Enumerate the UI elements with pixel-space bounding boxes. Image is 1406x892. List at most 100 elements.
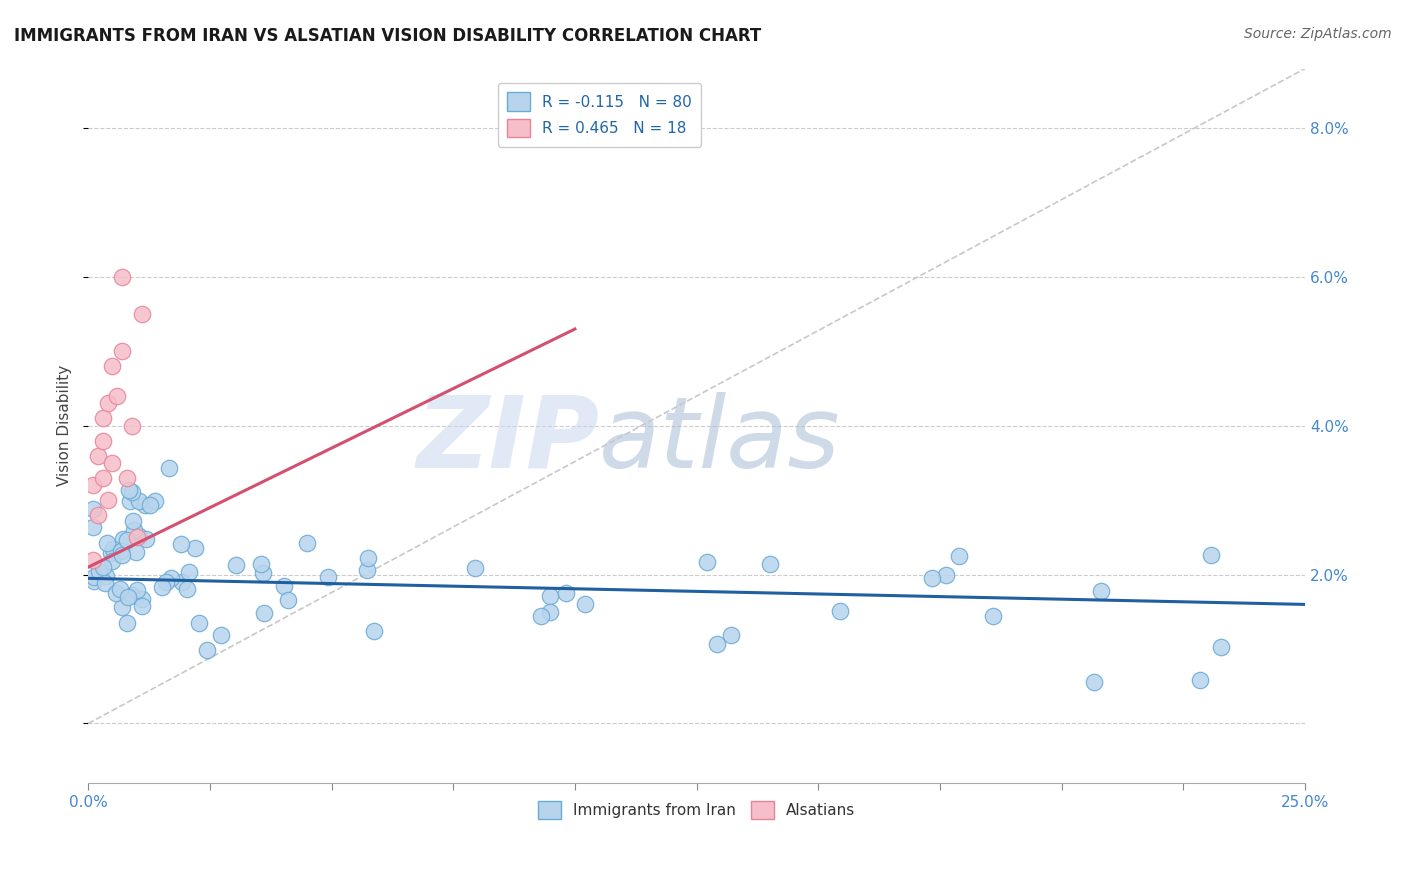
Text: IMMIGRANTS FROM IRAN VS ALSATIAN VISION DISABILITY CORRELATION CHART: IMMIGRANTS FROM IRAN VS ALSATIAN VISION …: [14, 27, 761, 45]
Point: [100, 554, 122, 568]
Point: [111, 548, 134, 562]
Point: [111, 344, 134, 359]
Point: [82, 553, 104, 567]
Point: [127, 582, 149, 597]
Point: [108, 582, 131, 596]
Point: [554, 585, 576, 599]
Point: [122, 514, 145, 528]
Point: [363, 624, 385, 638]
Point: [83, 574, 105, 588]
Point: [981, 608, 1004, 623]
Point: [295, 536, 318, 550]
Point: [209, 628, 232, 642]
Point: [115, 616, 138, 631]
Point: [115, 471, 138, 485]
Point: [828, 604, 851, 618]
Y-axis label: Vision Disability: Vision Disability: [58, 365, 72, 486]
Point: [574, 597, 596, 611]
Point: [117, 591, 139, 605]
Point: [87, 508, 110, 522]
Legend: Immigrants from Iran, Alsatians: Immigrants from Iran, Alsatians: [531, 795, 862, 825]
Point: [120, 494, 142, 508]
Point: [356, 563, 378, 577]
Point: [464, 561, 486, 575]
Point: [94, 569, 117, 583]
Point: [170, 575, 193, 590]
Point: [1189, 673, 1212, 687]
Point: [82, 502, 104, 516]
Point: [124, 545, 146, 559]
Point: [110, 543, 132, 558]
Point: [184, 541, 207, 556]
Point: [1083, 675, 1105, 690]
Point: [273, 579, 295, 593]
Point: [97, 493, 120, 508]
Point: [948, 549, 970, 564]
Point: [250, 557, 273, 571]
Point: [131, 591, 153, 606]
Point: [111, 599, 134, 614]
Point: [720, 628, 742, 642]
Point: [125, 530, 148, 544]
Point: [538, 605, 561, 619]
Point: [121, 418, 143, 433]
Point: [157, 461, 180, 475]
Point: [131, 307, 153, 321]
Point: [118, 483, 141, 498]
Point: [94, 576, 117, 591]
Point: [225, 558, 247, 573]
Point: [277, 593, 299, 607]
Point: [91, 559, 114, 574]
Point: [706, 637, 728, 651]
Point: [105, 389, 128, 403]
Text: atlas: atlas: [599, 392, 841, 489]
Point: [121, 588, 143, 602]
Point: [83, 570, 105, 584]
Point: [100, 546, 122, 560]
Point: [170, 537, 193, 551]
Point: [128, 529, 150, 543]
Point: [91, 434, 114, 448]
Text: ZIP: ZIP: [416, 392, 599, 489]
Point: [160, 571, 183, 585]
Point: [96, 536, 118, 550]
Point: [150, 580, 173, 594]
Point: [921, 571, 943, 585]
Point: [318, 570, 340, 584]
Point: [195, 643, 218, 657]
Point: [696, 555, 718, 569]
Point: [139, 498, 162, 512]
Point: [1209, 640, 1232, 654]
Point: [143, 493, 166, 508]
Point: [104, 586, 127, 600]
Point: [101, 542, 124, 557]
Point: [128, 494, 150, 508]
Point: [935, 567, 957, 582]
Point: [87, 564, 110, 578]
Point: [112, 532, 135, 546]
Point: [176, 582, 198, 596]
Point: [111, 269, 134, 284]
Point: [187, 615, 209, 630]
Point: [97, 396, 120, 410]
Text: Source: ZipAtlas.com: Source: ZipAtlas.com: [1244, 27, 1392, 41]
Point: [101, 359, 124, 374]
Point: [82, 520, 104, 534]
Point: [357, 551, 380, 566]
Point: [87, 449, 110, 463]
Point: [82, 478, 104, 492]
Point: [530, 609, 553, 624]
Point: [252, 566, 274, 580]
Point: [1090, 584, 1112, 599]
Point: [122, 523, 145, 537]
Point: [135, 532, 157, 546]
Point: [134, 498, 156, 512]
Point: [101, 456, 124, 470]
Point: [759, 557, 782, 571]
Point: [538, 589, 561, 603]
Point: [117, 533, 139, 547]
Point: [91, 471, 114, 485]
Point: [179, 566, 201, 580]
Point: [131, 599, 153, 614]
Point: [253, 607, 276, 621]
